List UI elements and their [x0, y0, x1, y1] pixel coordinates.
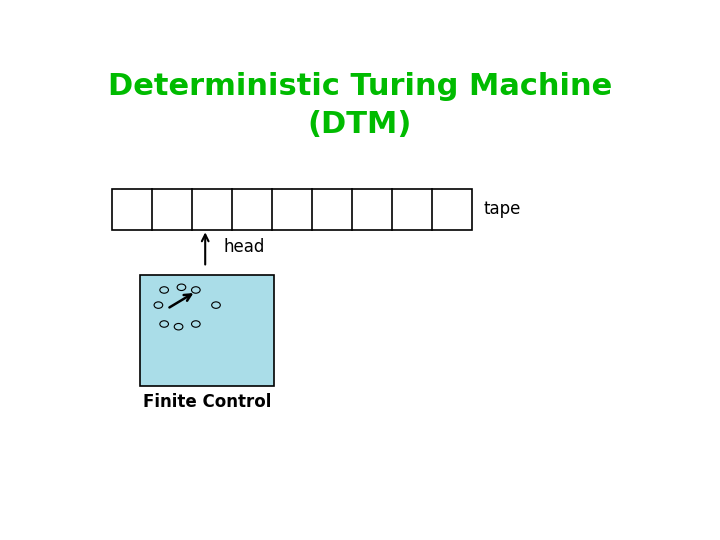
- Circle shape: [212, 302, 220, 308]
- Text: head: head: [223, 238, 264, 256]
- Text: Finite Control: Finite Control: [143, 393, 271, 411]
- Bar: [140, 275, 274, 386]
- Bar: [112, 189, 472, 230]
- Text: Deterministic Turing Machine: Deterministic Turing Machine: [108, 72, 612, 101]
- Text: (DTM): (DTM): [308, 110, 412, 139]
- Circle shape: [154, 302, 163, 308]
- Circle shape: [177, 284, 186, 291]
- Text: tape: tape: [484, 200, 521, 218]
- Circle shape: [192, 287, 200, 293]
- Circle shape: [174, 323, 183, 330]
- Circle shape: [160, 321, 168, 327]
- Circle shape: [160, 287, 168, 293]
- Circle shape: [192, 321, 200, 327]
